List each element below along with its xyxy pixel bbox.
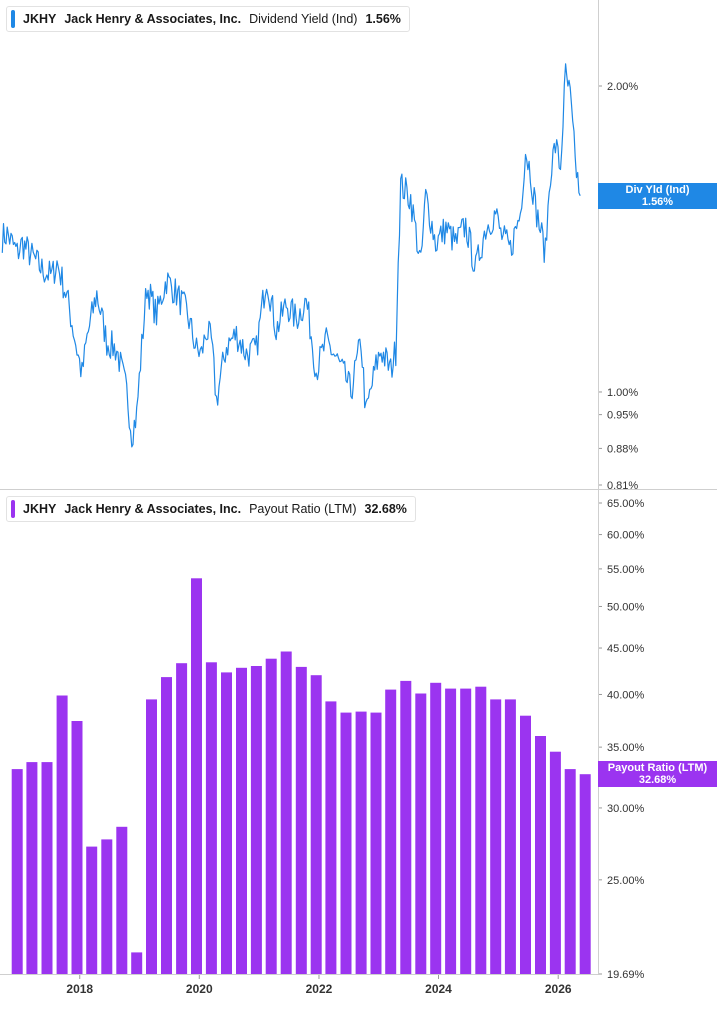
bottom-y-tick-label: 65.00% <box>607 498 645 510</box>
payout-ratio-bar <box>565 769 576 974</box>
bottom-value-tag-value: 32.68% <box>598 774 717 786</box>
payout-ratio-bar <box>131 952 142 974</box>
payout-ratio-bar <box>490 699 501 974</box>
payout-ratio-bar <box>341 713 352 974</box>
bottom-y-tick-label: 60.00% <box>607 530 645 542</box>
payout-ratio-bar <box>57 696 68 975</box>
payout-ratio-bar <box>460 689 471 974</box>
payout-ratio-bar <box>86 847 97 974</box>
bottom-legend-metric: Payout Ratio (LTM) <box>249 502 356 516</box>
top-y-tick-label: 0.95% <box>607 410 638 422</box>
bottom-value-tag: Payout Ratio (LTM) 32.68% <box>598 761 717 787</box>
payout-ratio-bar <box>146 699 157 974</box>
payout-ratio-bar <box>325 701 336 974</box>
payout-ratio-bar <box>415 694 426 975</box>
top-legend-value: 1.56% <box>365 12 400 26</box>
payout-ratio-bar <box>42 762 53 974</box>
payout-ratio-bar <box>176 663 187 974</box>
payout-ratio-bar <box>356 712 367 974</box>
x-tick-label: 2026 <box>545 982 572 996</box>
payout-ratio-bar <box>26 762 37 974</box>
x-tick-label: 2020 <box>186 982 213 996</box>
bottom-y-tick-label: 19.69% <box>607 969 645 981</box>
bottom-y-tick-label: 25.00% <box>607 875 645 887</box>
bottom-legend-company: Jack Henry & Associates, Inc. <box>64 502 241 516</box>
top-legend-company: Jack Henry & Associates, Inc. <box>64 12 241 26</box>
bottom-panel: 65.00% 60.00% 55.00% 50.00% 45.00% 40.00% 35.0… <box>12 498 645 981</box>
bottom-legend-swatch <box>11 500 15 518</box>
payout-ratio-bar <box>251 666 262 974</box>
payout-ratio-bar <box>371 713 382 974</box>
bottom-legend-ticker: JKHY <box>23 502 56 516</box>
x-tick-label: 2018 <box>66 982 93 996</box>
payout-ratio-bar <box>505 699 516 974</box>
payout-ratio-bar <box>161 677 172 974</box>
x-tick-label: 2024 <box>425 982 452 996</box>
payout-ratio-bar <box>535 736 546 974</box>
top-y-tick-label: 1.00% <box>607 387 638 399</box>
top-value-tag-value: 1.56% <box>598 196 717 208</box>
top-legend-metric: Dividend Yield (Ind) <box>249 12 357 26</box>
payout-ratio-bar <box>101 839 112 974</box>
payout-ratio-bar <box>430 683 441 974</box>
payout-ratio-bar <box>550 752 561 974</box>
top-legend-ticker: JKHY <box>23 12 56 26</box>
payout-ratio-bar <box>296 667 307 974</box>
bottom-y-tick-label: 45.00% <box>607 643 645 655</box>
payout-ratio-bar <box>191 578 202 974</box>
payout-ratio-bar <box>281 652 292 975</box>
bottom-y-tick-label: 55.00% <box>607 564 645 576</box>
payout-ratio-bar <box>400 681 411 974</box>
payout-ratio-bar <box>266 659 277 974</box>
bottom-legend: JKHY Jack Henry & Associates, Inc. Payou… <box>6 496 416 522</box>
payout-ratio-bar <box>206 662 217 974</box>
x-axis: 2018 2020 2022 2024 2026 <box>66 974 571 996</box>
x-tick-label: 2022 <box>306 982 333 996</box>
top-y-tick-label: 0.81% <box>607 480 638 492</box>
top-panel: 2.00% 1.00% 0.95% 0.88% 0.81% <box>2 64 638 492</box>
bottom-legend-value: 32.68% <box>365 502 407 516</box>
bottom-value-tag-label: Payout Ratio (LTM) <box>598 762 717 774</box>
bottom-y-tick-label: 40.00% <box>607 689 645 701</box>
payout-ratio-bar <box>236 668 247 974</box>
top-y-tick-label: 2.00% <box>607 81 638 93</box>
payout-ratio-bar <box>116 827 127 974</box>
payout-ratio-bar <box>385 690 396 974</box>
top-legend: JKHY Jack Henry & Associates, Inc. Divid… <box>6 6 410 32</box>
payout-ratio-bar <box>475 687 486 974</box>
payout-ratio-bar <box>12 769 23 974</box>
payout-ratio-bar <box>221 672 232 974</box>
top-value-tag-label: Div Yld (Ind) <box>598 184 717 196</box>
payout-ratio-bar <box>311 675 322 974</box>
dividend-yield-line <box>2 64 580 447</box>
payout-ratio-bar <box>580 774 591 974</box>
bottom-y-tick-label: 35.00% <box>607 742 645 754</box>
payout-ratio-bar <box>445 689 456 974</box>
top-value-tag: Div Yld (Ind) 1.56% <box>598 183 717 209</box>
payout-ratio-bar <box>520 716 531 974</box>
bottom-y-tick-label: 50.00% <box>607 601 645 613</box>
top-y-tick-label: 0.88% <box>607 443 638 455</box>
top-legend-swatch <box>11 10 15 28</box>
bottom-y-tick-label: 30.00% <box>607 803 645 815</box>
payout-ratio-bar <box>72 721 83 974</box>
